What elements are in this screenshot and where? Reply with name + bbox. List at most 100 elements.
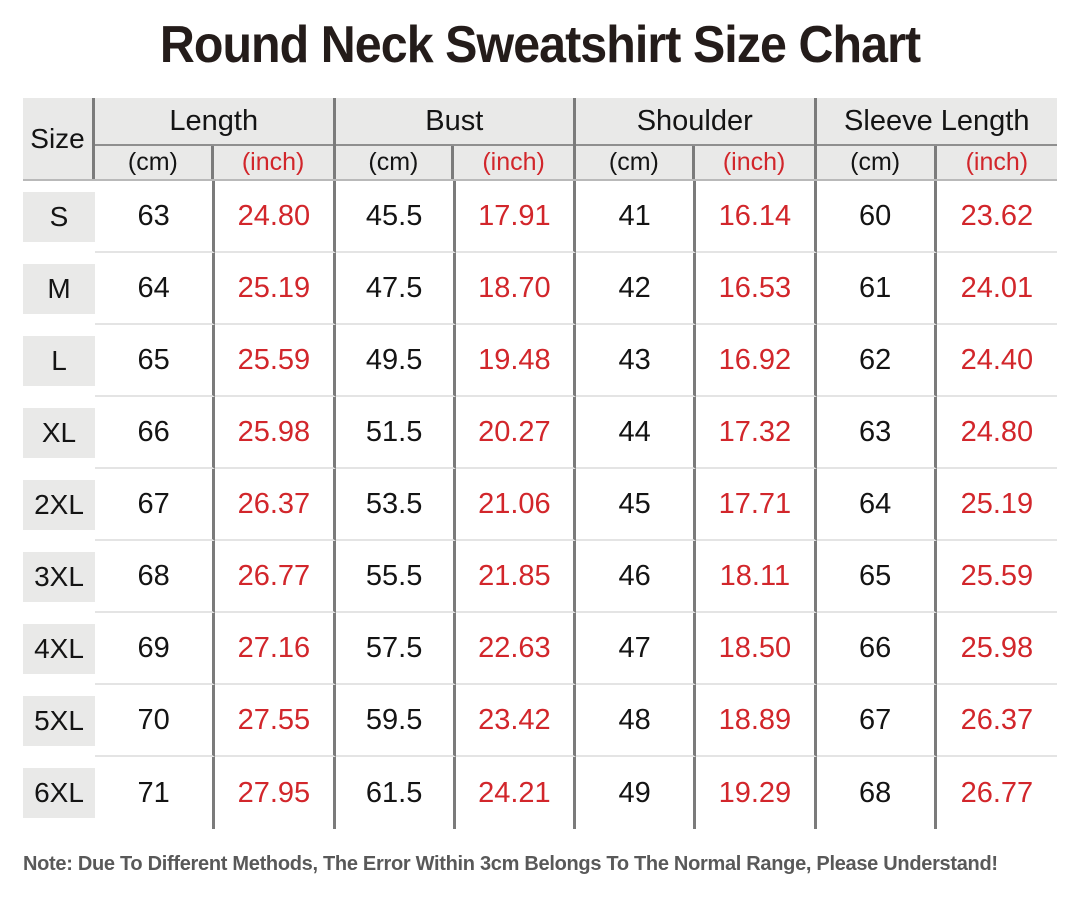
cell-length-cm: 71	[95, 757, 216, 829]
cell-bust-inch: 22.63	[455, 613, 576, 685]
cell-length-inch: 25.98	[215, 397, 336, 469]
header-group-bust: Bust (cm) (inch)	[335, 98, 576, 179]
cell-sleeve-length-inch: 24.80	[936, 397, 1057, 469]
size-cell: L	[23, 325, 95, 397]
cell-bust-cm: 47.5	[335, 253, 456, 325]
header-unit-inch: (inch)	[965, 148, 1029, 176]
size-chip: S	[23, 192, 95, 242]
cell-bust-cm: 51.5	[335, 397, 456, 469]
cell-length-cm: 63	[95, 181, 216, 253]
cell-shoulder-inch: 16.92	[696, 325, 817, 397]
header-group-length-label: Length	[95, 98, 333, 146]
cell-sleeve-length-cm: 61	[816, 253, 937, 325]
header-unit-cm: (cm)	[95, 146, 214, 179]
cell-sleeve-length-cm: 62	[816, 325, 937, 397]
cell-sleeve-length-cm: 60	[816, 181, 937, 253]
cell-shoulder-cm: 46	[576, 541, 697, 613]
cell-bust-cm: 55.5	[335, 541, 456, 613]
table-body: S 63 24.80 45.5 17.91 41 16.14 60 23.62 M 64 25.…	[23, 181, 1057, 829]
cell-length-inch: 27.55	[215, 685, 336, 757]
cell-shoulder-inch: 18.89	[696, 685, 817, 757]
size-chip: 3XL	[23, 552, 95, 602]
size-chip: 2XL	[23, 480, 95, 530]
table-row: 4XL 69 27.16 57.5 22.63 47 18.50 66 25.98	[23, 613, 1057, 685]
header-group-length: Length (cm) (inch)	[95, 98, 336, 179]
table-header: Size Length (cm) (inch) Bust (cm) (inch)…	[23, 98, 1057, 181]
cell-bust-inch: 21.85	[455, 541, 576, 613]
header-units-bust: (cm) (inch)	[336, 146, 574, 179]
cell-sleeve-length-cm: 68	[817, 757, 937, 829]
size-chip: L	[23, 336, 95, 386]
size-cell: S	[23, 181, 95, 253]
cell-shoulder-inch: 17.32	[696, 397, 817, 469]
table-row: 5XL 70 27.55 59.5 23.42 48 18.89 67 26.37	[23, 685, 1057, 757]
cell-sleeve-length-inch: 26.77	[960, 776, 1034, 809]
table-row: M 64 25.19 47.5 18.70 42 16.53 61 24.01	[23, 253, 1057, 325]
cell-bust-cm: 49.5	[335, 325, 456, 397]
table-row: 2XL 67 26.37 53.5 21.06 45 17.71 64 25.19	[23, 469, 1057, 541]
size-cell: 4XL	[23, 613, 95, 685]
cell-bust-cm: 57.5	[335, 613, 456, 685]
table-row: S 63 24.80 45.5 17.91 41 16.14 60 23.62	[23, 181, 1057, 253]
cell-shoulder-inch: 16.14	[696, 181, 817, 253]
size-cell: XL	[23, 397, 95, 469]
cell-shoulder-cm: 48	[576, 685, 697, 757]
cell-sleeve-length-inch: 24.01	[936, 253, 1057, 325]
cell-bust-cm: 45.5	[335, 181, 456, 253]
cell-shoulder-cm: 47	[576, 613, 697, 685]
size-cell: 2XL	[23, 469, 95, 541]
header-unit-cm: (cm)	[336, 146, 455, 179]
header-units-sleeve-length: (cm) (inch)	[817, 146, 1058, 179]
cell-sleeve-length-inch: 24.40	[936, 325, 1057, 397]
cell-bust-inch: 21.06	[455, 469, 576, 541]
size-chip: 5XL	[23, 696, 95, 746]
header-unit-inch: (inch)	[241, 148, 305, 176]
cell-bust-inch: 24.21	[456, 757, 576, 829]
size-chip: M	[23, 264, 95, 314]
header-unit-inch: (inch)	[482, 148, 545, 176]
cell-length-cm: 66	[95, 397, 216, 469]
cell-bust-cm: 53.5	[335, 469, 456, 541]
table-row: XL 66 25.98 51.5 20.27 44 17.32 63 24.80	[23, 397, 1057, 469]
cell-length-cm: 68	[95, 541, 216, 613]
cell-shoulder-inch: 18.50	[696, 613, 817, 685]
header-group-sleeve-length-label: Sleeve Length	[816, 98, 1057, 146]
header-group-bust-label: Bust	[335, 98, 573, 146]
header-units-length: (cm) (inch)	[95, 146, 333, 179]
cell-shoulder-cm: 44	[576, 397, 697, 469]
cell-sleeve-length-cm: 64	[816, 469, 937, 541]
cell-bust-inch: 18.70	[455, 253, 576, 325]
cell-shoulder-cm: 49	[576, 757, 697, 829]
cell-length-inch: 25.59	[215, 325, 336, 397]
cell-length-inch: 26.37	[215, 469, 336, 541]
cell-bust-inch: 23.42	[455, 685, 576, 757]
size-chip: 6XL	[23, 768, 95, 818]
cell-shoulder-cm: 42	[576, 253, 697, 325]
cell-shoulder-cm: 41	[576, 181, 697, 253]
cell-bust-cm: 61.5	[336, 757, 456, 829]
cell-length-cm: 69	[95, 613, 216, 685]
cell-bust-inch: 19.48	[455, 325, 576, 397]
cell-bust-inch: 20.27	[455, 397, 576, 469]
cell-sleeve-length-cm: 65	[816, 541, 937, 613]
header-group-shoulder: Shoulder (cm) (inch)	[576, 98, 817, 179]
cell-length-inch: 25.19	[215, 253, 336, 325]
size-cell: 5XL	[23, 685, 95, 757]
page-title: Round Neck Sweatshirt Size Chart	[159, 16, 921, 74]
header-group-sleeve-length: Sleeve Length (cm) (inch)	[816, 98, 1058, 179]
cell-sleeve-length-inch: 26.37	[936, 685, 1057, 757]
cell-length-inch: 24.80	[215, 181, 336, 253]
cell-length-cm: 67	[95, 469, 216, 541]
cell-length-inch: 27.16	[215, 613, 336, 685]
cell-length-inch: 26.77	[215, 541, 336, 613]
size-cell: 3XL	[23, 541, 95, 613]
header-units-shoulder: (cm) (inch)	[576, 146, 814, 179]
cell-sleeve-length-cm: 67	[816, 685, 937, 757]
header-unit-inch: (inch)	[722, 148, 786, 176]
cell-sleeve-length-inch: 25.59	[936, 541, 1057, 613]
header-unit-cm: (cm)	[817, 146, 937, 179]
cell-shoulder-cm: 45	[576, 469, 697, 541]
table-row: L 65 25.59 49.5 19.48 43 16.92 62 24.40	[23, 325, 1057, 397]
header-unit-cm: (cm)	[576, 146, 695, 179]
